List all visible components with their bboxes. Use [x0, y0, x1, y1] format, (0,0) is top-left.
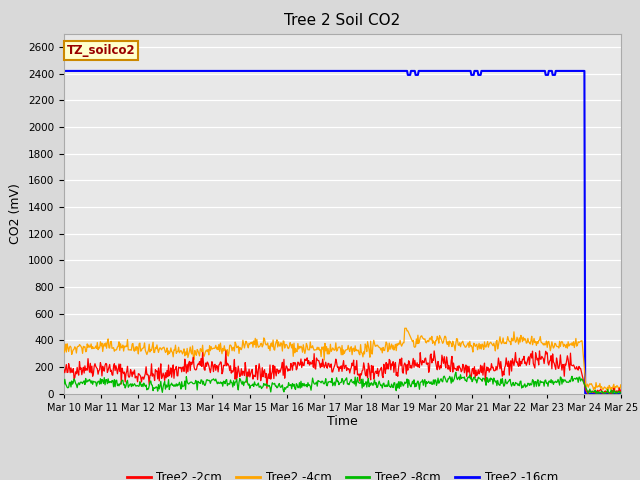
Title: Tree 2 Soil CO2: Tree 2 Soil CO2 — [284, 13, 401, 28]
Y-axis label: CO2 (mV): CO2 (mV) — [10, 183, 22, 244]
Text: TZ_soilco2: TZ_soilco2 — [67, 44, 136, 58]
Legend: Tree2 -2cm, Tree2 -4cm, Tree2 -8cm, Tree2 -16cm: Tree2 -2cm, Tree2 -4cm, Tree2 -8cm, Tree… — [122, 466, 563, 480]
X-axis label: Time: Time — [327, 415, 358, 429]
